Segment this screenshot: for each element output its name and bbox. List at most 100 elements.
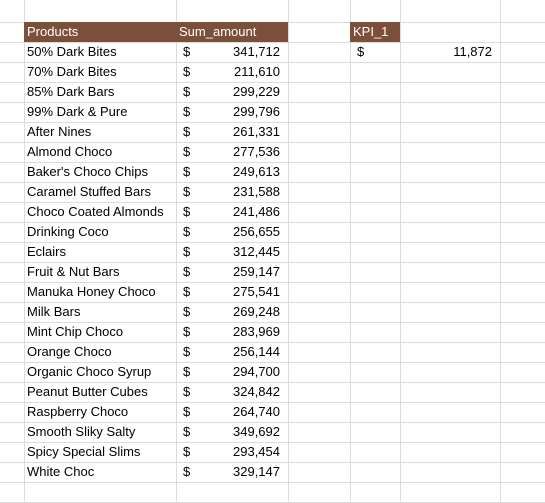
amount-cell[interactable]: 283,969 <box>233 324 280 339</box>
product-cell[interactable]: White Choc <box>27 464 95 479</box>
gridline <box>0 442 545 443</box>
currency-cell[interactable]: $ <box>183 384 191 399</box>
product-cell[interactable]: Organic Choco Syrup <box>27 364 152 379</box>
gridline <box>0 422 545 423</box>
product-cell[interactable]: 50% Dark Bites <box>27 44 117 59</box>
kpi-currency[interactable]: $ <box>357 44 365 59</box>
amount-cell[interactable]: 249,613 <box>233 164 280 179</box>
currency-cell[interactable]: $ <box>183 104 191 119</box>
gridline <box>500 0 501 503</box>
gridline <box>0 242 545 243</box>
product-cell[interactable]: Peanut Butter Cubes <box>27 384 148 399</box>
header-kpi[interactable]: KPI_1 <box>350 22 400 42</box>
currency-cell[interactable]: $ <box>183 164 191 179</box>
gridline <box>0 222 545 223</box>
gridline <box>350 0 351 503</box>
currency-cell[interactable]: $ <box>183 84 191 99</box>
product-cell[interactable]: Orange Choco <box>27 344 112 359</box>
currency-cell[interactable]: $ <box>183 424 191 439</box>
amount-cell[interactable]: 261,331 <box>233 124 280 139</box>
currency-cell[interactable]: $ <box>183 344 191 359</box>
amount-cell[interactable]: 349,692 <box>233 424 280 439</box>
currency-cell[interactable]: $ <box>183 224 191 239</box>
currency-cell[interactable]: $ <box>183 464 191 479</box>
currency-cell[interactable]: $ <box>183 184 191 199</box>
gridline <box>0 122 545 123</box>
amount-cell[interactable]: 241,486 <box>233 204 280 219</box>
product-cell[interactable]: Almond Choco <box>27 144 113 159</box>
amount-cell[interactable]: 299,229 <box>233 84 280 99</box>
amount-cell[interactable]: 341,712 <box>233 44 280 59</box>
amount-cell[interactable]: 269,248 <box>233 304 280 319</box>
gridline <box>24 0 25 503</box>
currency-cell[interactable]: $ <box>183 404 191 419</box>
amount-cell[interactable]: 264,740 <box>233 404 280 419</box>
gridline <box>0 182 545 183</box>
currency-cell[interactable]: $ <box>183 244 191 259</box>
gridline <box>0 462 545 463</box>
product-cell[interactable]: Choco Coated Almonds <box>27 204 164 219</box>
amount-cell[interactable]: 256,144 <box>233 344 280 359</box>
product-cell[interactable]: After Nines <box>27 124 92 139</box>
product-cell[interactable]: Manuka Honey Choco <box>27 284 156 299</box>
product-cell[interactable]: 85% Dark Bars <box>27 84 115 99</box>
product-cell[interactable]: Fruit & Nut Bars <box>27 264 120 279</box>
gridline <box>0 162 545 163</box>
gridline <box>0 62 545 63</box>
product-cell[interactable]: Raspberry Choco <box>27 404 129 419</box>
amount-cell[interactable]: 259,147 <box>233 264 280 279</box>
gridline <box>0 82 545 83</box>
amount-cell[interactable]: 256,655 <box>233 224 280 239</box>
amount-cell[interactable]: 312,445 <box>233 244 280 259</box>
header-products[interactable]: Products <box>24 22 176 42</box>
gridline <box>0 382 545 383</box>
gridline <box>0 402 545 403</box>
amount-cell[interactable]: 275,541 <box>233 284 280 299</box>
currency-cell[interactable]: $ <box>183 364 191 379</box>
gridline <box>0 282 545 283</box>
currency-cell[interactable]: $ <box>183 264 191 279</box>
gridline <box>288 0 289 503</box>
gridline <box>0 482 545 483</box>
gridline <box>0 362 545 363</box>
product-cell[interactable]: 70% Dark Bites <box>27 64 117 79</box>
product-cell[interactable]: Spicy Special Slims <box>27 444 141 459</box>
gridline <box>0 202 545 203</box>
amount-cell[interactable]: 294,700 <box>233 364 280 379</box>
product-cell[interactable]: 99% Dark & Pure <box>27 104 128 119</box>
header-sum-amount[interactable]: Sum_amount <box>176 22 288 42</box>
product-cell[interactable]: Drinking Coco <box>27 224 109 239</box>
kpi-value[interactable]: 11,872 <box>453 44 492 59</box>
currency-cell[interactable]: $ <box>183 444 191 459</box>
amount-cell[interactable]: 231,588 <box>233 184 280 199</box>
amount-cell[interactable]: 299,796 <box>233 104 280 119</box>
amount-cell[interactable]: 329,147 <box>233 464 280 479</box>
gridline <box>0 142 545 143</box>
currency-cell[interactable]: $ <box>183 324 191 339</box>
product-cell[interactable]: Baker's Choco Chips <box>27 164 148 179</box>
product-cell[interactable]: Smooth Sliky Salty <box>27 424 136 439</box>
currency-cell[interactable]: $ <box>183 124 191 139</box>
gridline <box>0 42 545 43</box>
product-cell[interactable]: Milk Bars <box>27 304 81 319</box>
gridline <box>176 0 177 503</box>
amount-cell[interactable]: 324,842 <box>233 384 280 399</box>
currency-cell[interactable]: $ <box>183 64 191 79</box>
gridline <box>0 342 545 343</box>
currency-cell[interactable]: $ <box>183 304 191 319</box>
currency-cell[interactable]: $ <box>183 44 191 59</box>
currency-cell[interactable]: $ <box>183 204 191 219</box>
gridline <box>400 0 401 503</box>
gridline <box>0 262 545 263</box>
gridline <box>0 322 545 323</box>
product-cell[interactable]: Mint Chip Choco <box>27 324 124 339</box>
currency-cell[interactable]: $ <box>183 144 191 159</box>
amount-cell[interactable]: 211,610 <box>233 64 280 79</box>
amount-cell[interactable]: 293,454 <box>233 444 280 459</box>
gridline <box>0 102 545 103</box>
product-cell[interactable]: Caramel Stuffed Bars <box>27 184 152 199</box>
product-cell[interactable]: Eclairs <box>27 244 67 259</box>
currency-cell[interactable]: $ <box>183 284 191 299</box>
amount-cell[interactable]: 277,536 <box>233 144 280 159</box>
